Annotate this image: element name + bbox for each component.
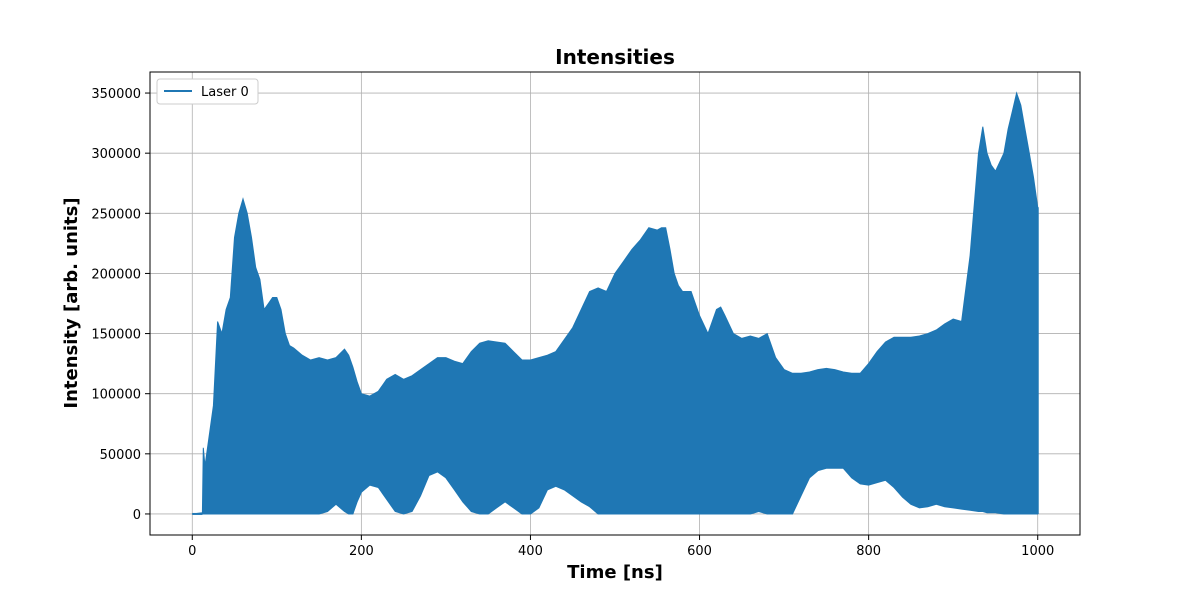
y-tick-label: 100000 — [91, 388, 141, 403]
x-tick-label: 0 — [188, 544, 196, 559]
y-tick-label: 350000 — [91, 87, 141, 102]
x-tick-label: 800 — [856, 544, 881, 559]
chart-title: Intensities — [555, 45, 675, 69]
plot-frame — [149, 71, 1081, 536]
legend: Laser 0 — [156, 78, 259, 105]
y-tick-label: 200000 — [91, 267, 141, 282]
legend-label-laser-0: Laser 0 — [201, 85, 249, 100]
x-axis-title: Time [ns] — [567, 562, 663, 583]
x-tick-label: 200 — [349, 544, 374, 559]
y-axis-title: Intensity [arb. units] — [61, 197, 82, 408]
x-tick-label: 600 — [687, 544, 712, 559]
x-tick-label: 1000 — [1021, 544, 1054, 559]
y-tick-label: 50000 — [100, 448, 141, 463]
data-area — [192, 91, 1039, 515]
legend-box — [156, 78, 259, 105]
y-axis-ticks: 0 50000 100000 150000 200000 250000 300000 3500… — [91, 87, 150, 523]
x-tick-label: 400 — [518, 544, 543, 559]
y-tick-label: 300000 — [91, 147, 141, 162]
y-tick-label: 150000 — [91, 328, 141, 343]
y-tick-label: 0 — [133, 508, 141, 523]
y-tick-label: 250000 — [91, 207, 141, 222]
x-axis-ticks: 0 200 400 600 800 1000 — [188, 535, 1054, 559]
